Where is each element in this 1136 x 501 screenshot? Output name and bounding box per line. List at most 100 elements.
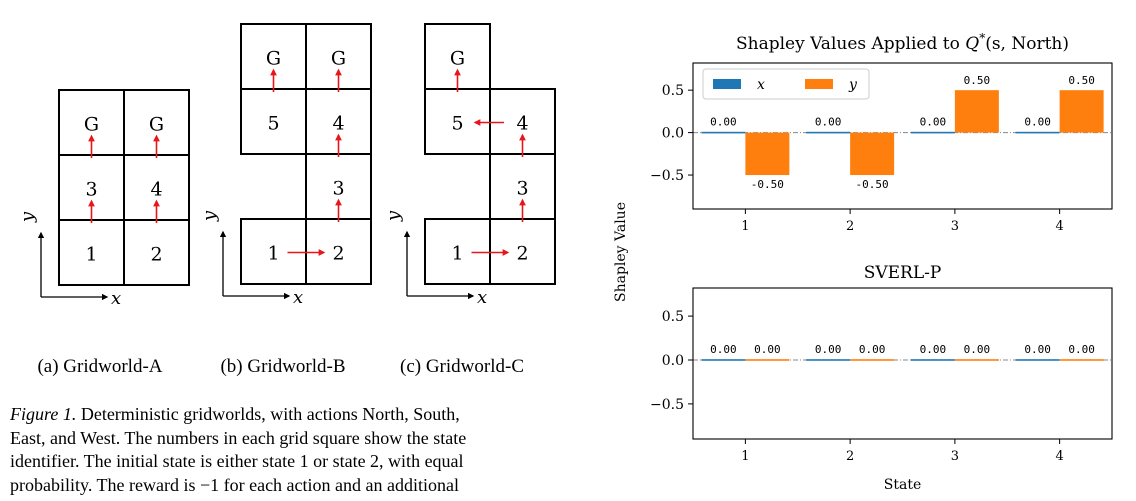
y-axis-title: Shapley Value (613, 202, 629, 302)
data-label: 0.00 (815, 343, 842, 356)
caption-line-4: probability. The reward is −1 for each a… (10, 474, 459, 495)
x-tick-label: 1 (741, 449, 749, 464)
bar-x-state-2 (806, 359, 851, 361)
x-axis-label: x (477, 287, 487, 308)
y-tick-label: 0.5 (662, 309, 684, 325)
data-label: 0.00 (964, 343, 991, 356)
data-label: 0.00 (859, 343, 886, 356)
caption-line-2: East, and West. The numbers in each grid… (10, 427, 467, 448)
data-label: 0.00 (710, 116, 737, 129)
x-axis-label: x (293, 287, 303, 308)
caption-line-3: identifier. The initial state is either … (10, 451, 464, 471)
data-label: 0.00 (1024, 343, 1051, 356)
x-tick-label: 2 (846, 219, 854, 234)
y-tick-label: 0.0 (662, 353, 684, 369)
state-label: 3 (85, 179, 97, 201)
data-label: 0.00 (1068, 343, 1095, 356)
x-tick-label: 4 (1055, 219, 1063, 234)
data-label: 0.00 (754, 343, 781, 356)
x-tick-label: 3 (951, 219, 959, 234)
subfigure-caption: (c) Gridworld-C (400, 356, 524, 377)
x-axis-label: x (111, 288, 121, 309)
bar-x-state-4 (1015, 131, 1060, 134)
bar-y-state-2 (850, 359, 895, 361)
plot-frame (692, 287, 1113, 440)
bar-x-state-2 (806, 131, 851, 134)
goal-label: G (450, 48, 465, 70)
data-label: 0.50 (1068, 74, 1095, 87)
state-label: 1 (451, 243, 463, 265)
state-label: 2 (516, 243, 528, 265)
legend-label: y (848, 77, 858, 93)
y-axis-label: y (17, 211, 38, 223)
x-tick-label: 2 (846, 449, 854, 464)
y-axis-label: y (383, 210, 404, 222)
data-label: -0.50 (751, 178, 784, 191)
state-label: 4 (150, 179, 162, 201)
y-tick-label: 0.0 (662, 126, 684, 142)
bar-y-state-4 (1059, 90, 1104, 133)
figure-caption: Figure 1. Deterministic gridworlds, with… (10, 403, 590, 497)
bar-x-state-3 (910, 131, 955, 134)
gridworld-b: G G 5 4 3 1 2 x y (199, 23, 372, 308)
chart-title: Shapley Values Applied to Q*(s, North) (736, 31, 1069, 54)
goal-label: G (331, 48, 346, 70)
bar-y-state-1 (745, 359, 790, 361)
bar-x-state-3 (910, 359, 955, 361)
state-label: 1 (85, 244, 97, 266)
subfigure-caption: (b) Gridworld-B (220, 356, 345, 377)
y-tick-label: −0.5 (650, 397, 684, 413)
gridworld-c: G 5 4 3 1 2 x y (383, 23, 556, 308)
bar-y-state-3 (954, 90, 999, 133)
state-label: 3 (516, 178, 528, 200)
x-axis-title: State (884, 477, 921, 493)
figure-label: Figure 1. (10, 404, 77, 424)
legend-swatch-y (805, 79, 833, 89)
plot-frame (692, 62, 1113, 210)
data-label: -0.50 (856, 178, 889, 191)
bar-x-state-4 (1015, 359, 1060, 361)
data-label: 0.00 (710, 343, 737, 356)
gridworld-figure: G G 3 4 1 2 x y (a) Gridworld-A G G 5 4 3 1 2 x y (b) Grid… (10, 23, 590, 497)
y-tick-label: 0.5 (662, 83, 684, 99)
data-label: 0.50 (964, 74, 991, 87)
subfigure-caption: (a) Gridworld-A (37, 356, 162, 377)
shapley-bar-charts: Shapley Values Applied to Q*(s, North) 0.… (613, 31, 1113, 493)
state-label: 4 (516, 113, 528, 135)
gridworld-a: G G 3 4 1 2 x y (17, 89, 190, 309)
legend-box (702, 68, 870, 100)
legend-label: x (757, 77, 765, 93)
x-tick-label: 3 (951, 449, 959, 464)
state-label: 5 (451, 113, 463, 135)
chart-title: SVERL-P (864, 263, 942, 283)
data-label: 0.00 (1024, 116, 1051, 129)
goal-label: G (266, 48, 281, 70)
y-axis-label: y (199, 210, 220, 222)
bar-x-state-1 (701, 131, 746, 134)
bar-y-state-3 (954, 359, 999, 361)
state-label: 2 (332, 243, 344, 265)
gridworld-diagrams: G G 3 4 1 2 x y (a) Gridworld-A G G 5 4 3 1 2 x y (b) Grid… (17, 23, 556, 377)
goal-label: G (149, 114, 164, 136)
y-tick-label: −0.5 (650, 168, 684, 184)
state-label: 1 (267, 243, 279, 265)
chart-panel-2: SVERL-P 0.00 0.00 1 0.00 0.00 2 0.00 0.00 3 0.00 0.… (650, 263, 1113, 493)
x-tick-label: 1 (741, 219, 749, 234)
data-label: 0.00 (920, 343, 947, 356)
state-label: 4 (332, 113, 344, 135)
caption-line-1: Figure 1. Deterministic gridworlds, with… (10, 404, 460, 424)
state-label: 2 (150, 244, 162, 266)
x-tick-label: 4 (1055, 449, 1063, 464)
bar-y-state-1 (745, 132, 790, 176)
state-label: 5 (267, 113, 279, 135)
data-label: 0.00 (815, 116, 842, 129)
bar-y-state-4 (1059, 359, 1104, 361)
shapley-charts: Shapley Values Applied to Q*(s, North) 0.… (600, 0, 1136, 501)
bar-x-state-1 (701, 359, 746, 361)
bar-y-state-2 (850, 132, 895, 176)
legend-swatch-x (713, 79, 741, 89)
goal-label: G (84, 114, 99, 136)
chart-panel-1: Shapley Values Applied to Q*(s, North) 0.… (650, 31, 1113, 234)
state-label: 3 (332, 178, 344, 200)
